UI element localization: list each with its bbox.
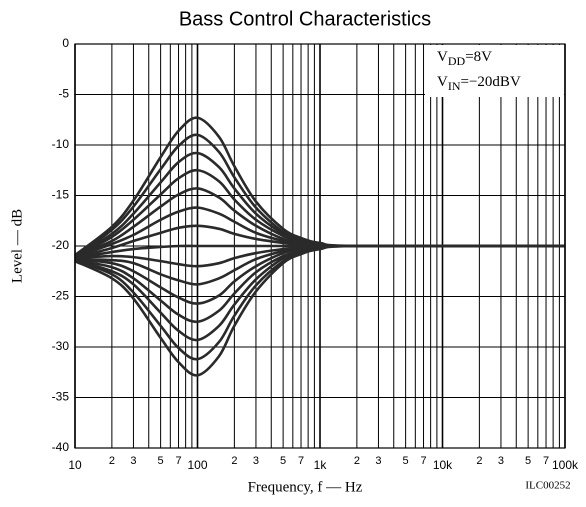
x-tick-label: 3 — [498, 455, 504, 467]
curves — [74, 116, 566, 377]
x-tick-label: 1k — [314, 458, 328, 472]
y-tick-label: -15 — [52, 188, 70, 202]
y-tick-label: -35 — [52, 390, 70, 404]
y-tick-label: -25 — [52, 289, 70, 303]
y-tick-label: -5 — [58, 87, 69, 101]
annotation: VIN=−20dBV — [437, 74, 521, 92]
x-tick-label: 2 — [476, 455, 482, 467]
y-tick-label: -40 — [52, 440, 70, 454]
x-tick-label: 3 — [375, 455, 381, 467]
y-axis-label: Level — dB — [9, 209, 25, 283]
curve — [74, 244, 566, 377]
x-tick-label: 7 — [543, 455, 549, 467]
x-tick-label: 100k — [552, 458, 579, 472]
figure-id: ILC00252 — [525, 480, 570, 492]
x-tick-label: 2 — [109, 455, 115, 467]
x-tick-label: 3 — [253, 455, 259, 467]
chart-title: Bass Control Characteristics — [179, 8, 431, 30]
annotation-part: V — [437, 49, 448, 65]
x-tick-label: 5 — [525, 455, 531, 467]
x-axis-label: Frequency, f — Hz — [248, 479, 363, 495]
annotation-subscript: DD — [448, 54, 466, 68]
y-tick-label: -20 — [52, 238, 70, 252]
x-tick-label: 5 — [158, 455, 164, 467]
x-tick-label: 3 — [130, 455, 136, 467]
x-tick-label: 2 — [231, 455, 237, 467]
x-tick-label: 7 — [298, 455, 304, 467]
x-tick-label: 2 — [354, 455, 360, 467]
x-tick-label: 10k — [433, 458, 453, 472]
annotation-part: =8V — [465, 49, 492, 65]
y-tick-label: -30 — [52, 339, 70, 353]
annotation-box — [425, 45, 564, 97]
x-tick-label: 7 — [175, 455, 181, 467]
annotation-part: V — [437, 74, 448, 90]
annotation-subscript: IN — [448, 79, 461, 93]
x-tick-label: 7 — [420, 455, 426, 467]
x-tick-label: 10 — [68, 458, 82, 472]
x-tick-label: 5 — [403, 455, 409, 467]
y-tick-label: -10 — [52, 137, 70, 151]
annotation-part: =−20dBV — [461, 74, 521, 90]
x-tick-label: 100 — [187, 458, 207, 472]
y-tick-label: 0 — [62, 36, 69, 50]
x-tick-label: 5 — [280, 455, 286, 467]
annotation: VDD=8V — [437, 49, 492, 67]
plot-frame — [74, 43, 566, 449]
